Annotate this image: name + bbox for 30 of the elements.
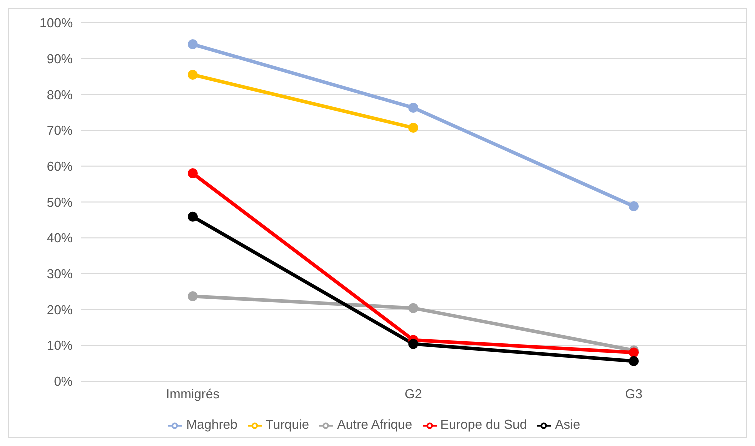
y-tick-label: 50% — [46, 194, 74, 210]
point — [188, 291, 198, 302]
y-tick-label: 90% — [46, 51, 74, 66]
y-tick-label: 100% — [40, 16, 74, 31]
x-tick-label: G3 — [625, 386, 643, 402]
point — [408, 339, 418, 350]
point — [408, 303, 418, 314]
point — [188, 40, 198, 50]
point — [188, 212, 198, 222]
legend-label: Autre Afrique — [337, 417, 413, 432]
legend-label: Europe du Sud — [440, 417, 528, 432]
x-tick-label: G2 — [404, 386, 422, 402]
y-tick-label: 70% — [46, 123, 74, 138]
point — [629, 356, 639, 366]
legend-label: Maghreb — [186, 417, 238, 432]
point — [188, 70, 198, 80]
point — [188, 168, 198, 179]
point — [408, 123, 418, 134]
y-tick-label: 20% — [46, 302, 74, 318]
y-tick-label: 60% — [46, 158, 74, 174]
legend-label: Turquie — [266, 417, 310, 432]
point — [408, 102, 418, 113]
y-tick-label: 80% — [46, 87, 74, 102]
y-tick-label: 30% — [46, 266, 74, 282]
x-tick-label: Immigrés — [166, 386, 220, 402]
legend-label: Asie — [555, 417, 581, 432]
y-tick-label: 0% — [54, 374, 74, 390]
point — [629, 202, 639, 212]
y-tick-label: 10% — [46, 338, 74, 354]
y-tick-label: 40% — [46, 230, 74, 246]
